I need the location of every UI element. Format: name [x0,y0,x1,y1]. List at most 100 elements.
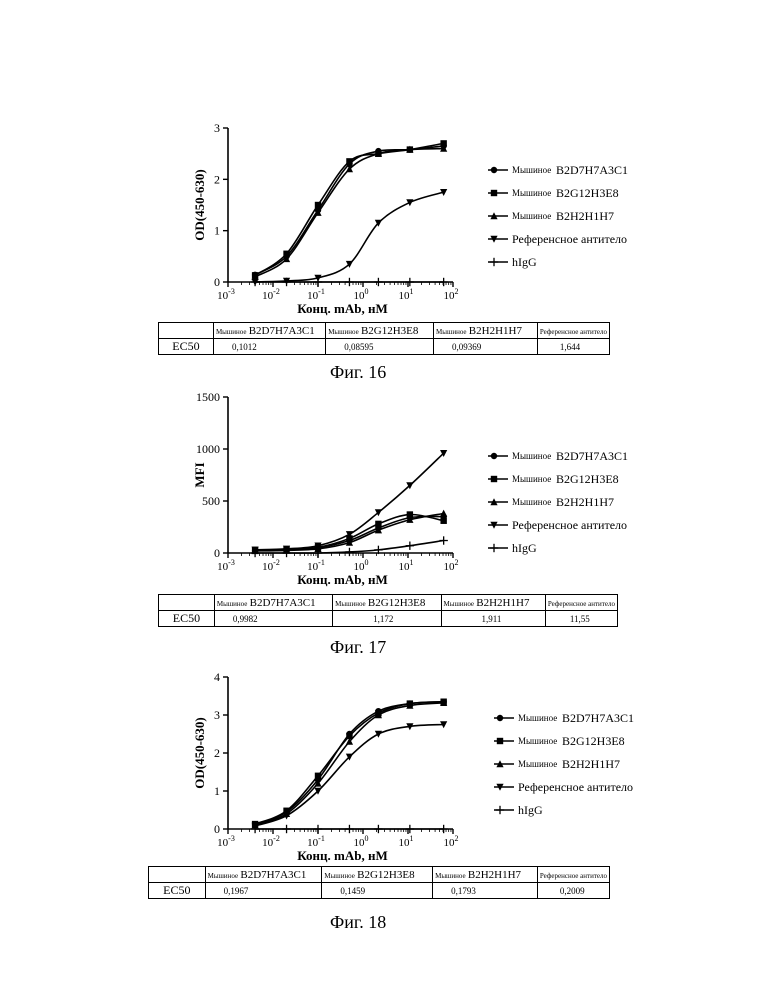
ec50-col-header: Мышиное B2H2H1H7 [434,323,538,339]
ec50-col-header: Референсное антитело [537,323,609,339]
ec50-table-header-row: Мышиное B2D7H7A3C1 Мышиное B2G12H3E8 Мыш… [149,867,610,883]
x-tick-label: 102 [444,834,459,849]
ec50-value: 11,55 [545,611,617,627]
y-axis-label: OD(450-630) [192,169,207,241]
y-tick-label: 4 [214,670,220,684]
legend-marker [491,190,497,196]
legend-marker [491,476,497,482]
legend-marker [497,738,503,744]
ec50-col-header: Мышиное B2G12H3E8 [322,867,433,883]
data-point [345,548,353,556]
x-tick-label: 10-1 [307,834,325,849]
x-tick-label: 10-2 [262,287,280,302]
legend-label: Референсное антитело [518,780,633,794]
ec50-table-value-row: EC50 0,1967 0,1459 0,1793 0,2009 [149,883,610,899]
y-tick-label: 0 [214,822,220,836]
legend-prefix: Мышиное [518,713,557,723]
figure-caption: Фиг. 17 [330,637,386,658]
x-tick-label: 101 [399,287,414,302]
legend-prefix: Мышиное [518,759,557,769]
ec50-value: 0,1793 [433,883,538,899]
series-line [255,702,444,824]
x-tick-label: 10-2 [262,558,280,573]
y-tick-label: 2 [214,746,220,760]
data-point [282,825,290,833]
figure-caption: Фиг. 18 [330,912,386,933]
legend-label: B2H2H1H7 [556,209,614,223]
legend-label: B2D7H7A3C1 [562,711,634,725]
legend-label: B2H2H1H7 [556,495,614,509]
ec50-value: 1,644 [537,339,609,355]
data-point [345,278,353,286]
legend-label: B2G12H3E8 [556,472,619,486]
ec50-col-header: Референсное антитело [545,595,617,611]
figure-page: 012310-310-210-1100101102Конц. mAb, нМOD… [0,0,780,997]
ec50-col-header: Мышиное B2D7H7A3C1 [205,867,322,883]
data-point [439,278,447,286]
data-point [406,825,414,833]
y-tick-label: 1500 [196,390,220,404]
ec50-value: 0,1459 [322,883,433,899]
ec50-col-header: Референсное антитело [537,867,609,883]
legend-prefix: Мышиное [512,497,551,507]
ec50-col-header: Мышиное B2H2H1H7 [433,867,538,883]
x-tick-label: 101 [399,834,414,849]
data-point [440,518,446,524]
data-point [439,536,447,544]
data-point [374,278,382,286]
y-tick-label: 0 [214,546,220,560]
x-tick-label: 100 [354,287,369,302]
series-line [255,703,444,825]
data-point [315,773,321,779]
legend-prefix: Мышиное [512,474,551,484]
legend-prefix: Мышиное [512,451,551,461]
ec50-table-corner [149,867,206,883]
ec50-table-fig16: Мышиное B2D7H7A3C1 Мышиное B2G12H3E8 Мыш… [158,322,610,355]
legend-marker [497,715,503,721]
legend-label: hIgG [518,803,543,817]
x-tick-label: 10-3 [217,558,235,573]
ec50-value: 0,1012 [213,339,325,355]
ec50-value: 0,2009 [537,883,609,899]
ec50-row-label: EC50 [149,883,206,899]
series-line [255,192,444,282]
x-tick-label: 10-3 [217,287,235,302]
ec50-col-header: Мышиное B2D7H7A3C1 [213,323,325,339]
ec50-table-corner [159,595,215,611]
legend-label: B2D7H7A3C1 [556,449,628,463]
figure-caption: Фиг. 16 [330,362,386,383]
data-point [406,542,414,550]
legend-marker [496,806,504,814]
data-point [375,731,382,738]
legend-label: hIgG [512,541,537,555]
legend-label: hIgG [512,255,537,269]
ec50-value: 0,1967 [205,883,322,899]
ec50-value: 0,09369 [434,339,538,355]
y-tick-label: 500 [202,494,220,508]
ec50-col-header: Мышиное B2G12H3E8 [333,595,441,611]
legend-marker [490,258,498,266]
y-axis-label: OD(450-630) [192,717,207,789]
x-tick-label: 102 [444,287,459,302]
ec50-row-label: EC50 [159,611,215,627]
y-axis-label: MFI [192,462,207,487]
data-point [346,158,352,164]
x-tick-label: 10-1 [307,287,325,302]
y-tick-label: 2 [214,172,220,186]
y-tick-label: 1 [214,784,220,798]
data-point [374,825,382,833]
ec50-value: 0,9982 [214,611,332,627]
ec50-table-fig18: Мышиное B2D7H7A3C1 Мышиное B2G12H3E8 Мыш… [148,866,610,899]
legend-label: B2G12H3E8 [556,186,619,200]
x-axis-label: Конц. mAb, нМ [297,301,387,316]
ec50-row-label: EC50 [159,339,214,355]
chart-panel: 0123410-310-210-1100101102Конц. mAb, нМO… [192,670,634,863]
ec50-table-header-row: Мышиное B2D7H7A3C1 Мышиное B2G12H3E8 Мыш… [159,595,618,611]
x-tick-label: 10-2 [262,834,280,849]
x-tick-label: 102 [444,558,459,573]
data-point [314,825,322,833]
ec50-table-header-row: Мышиное B2D7H7A3C1 Мышиное B2G12H3E8 Мыш… [159,323,610,339]
ec50-table-value-row: EC50 0,1012 0,08595 0,09369 1,644 [159,339,610,355]
ec50-value: 0,08595 [326,339,434,355]
x-tick-label: 100 [354,834,369,849]
